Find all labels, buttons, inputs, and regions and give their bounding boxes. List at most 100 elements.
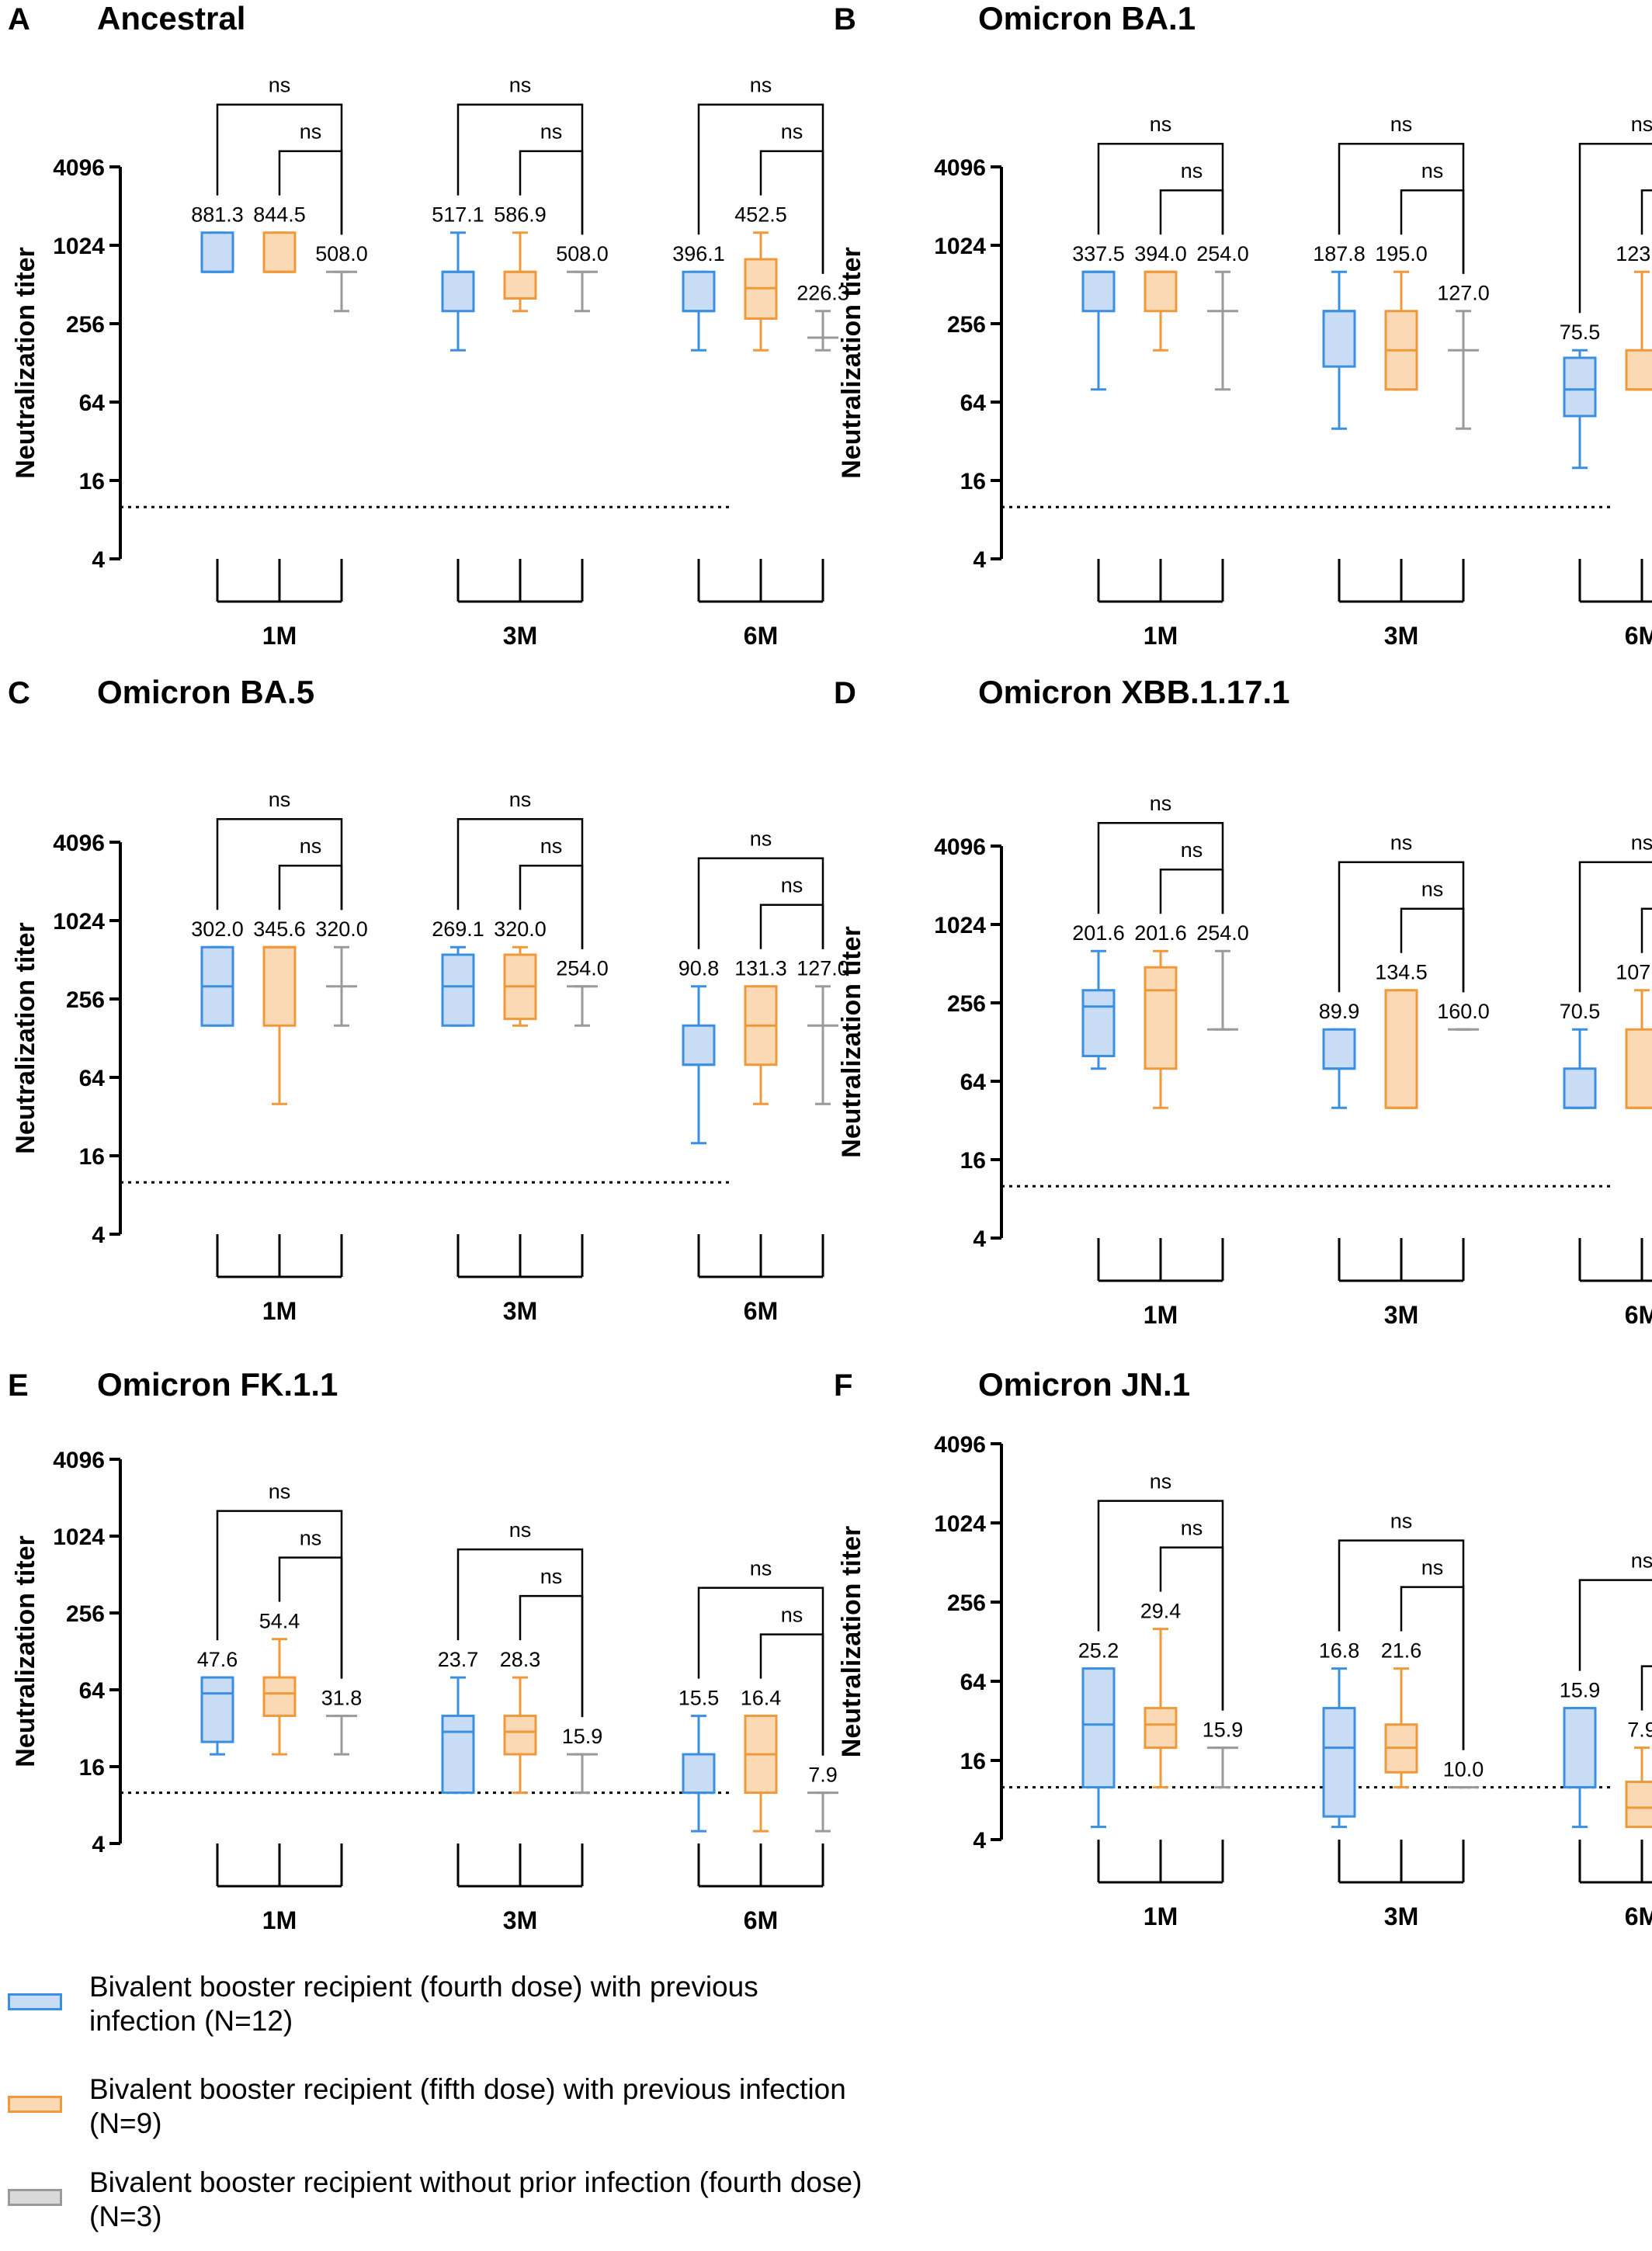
legend-label: Bivalent booster recipient (fourth dose)… <box>89 1971 758 2037</box>
y-tick-label: 16 <box>960 1148 986 1174</box>
box-6m-blue: 90.8 <box>678 957 719 1145</box>
y-tick-label: 16 <box>79 1755 105 1781</box>
box-3m-blue: 517.1 <box>432 203 484 352</box>
bracket-line <box>759 904 824 949</box>
group-label-6m: 6M <box>744 1906 778 1934</box>
legend-swatch-orange <box>8 2096 62 2113</box>
y-axis-label: Neutralization titer <box>11 1535 40 1767</box>
comparison-bracket: ns <box>697 827 824 949</box>
significance-label: ns <box>509 1518 532 1542</box>
box-iqr <box>1081 989 1116 1057</box>
group-label-1m: 1M <box>1144 622 1178 650</box>
y-axis-label: Neutralization titer <box>11 247 40 478</box>
bracket-line <box>216 817 343 910</box>
box-3m-gray: 160.0 <box>1437 1000 1490 1031</box>
comparison-bracket: ns <box>1400 159 1465 274</box>
comparison-bracket: ns <box>1097 792 1224 914</box>
y-tick-label: 4096 <box>934 1432 986 1458</box>
box-3m-blue: 187.8 <box>1313 242 1366 430</box>
gmt-label: 127.0 <box>796 957 849 980</box>
gmt-label: 7.9 <box>808 1764 838 1787</box>
panel-letter: F <box>834 1368 852 1403</box>
box-1m-blue: 47.6 <box>197 1648 238 1756</box>
gmt-label: 16.4 <box>741 1687 782 1710</box>
significance-label: ns <box>269 74 291 97</box>
bracket-line <box>759 150 824 274</box>
box-1m-orange: 29.4 <box>1140 1600 1182 1789</box>
gmt-label: 15.9 <box>1560 1679 1601 1702</box>
box-6m-blue: 15.9 <box>1560 1679 1601 1829</box>
group-label-6m: 6M <box>1625 1301 1652 1329</box>
legend-item-no-prior-infection: Bivalent booster recipient without prior… <box>8 2166 877 2251</box>
comparison-bracket: ns <box>1640 189 1652 235</box>
box-1m-blue: 337.5 <box>1072 242 1125 391</box>
box-6m-orange: 452.5 <box>734 203 787 352</box>
box-iqr <box>1081 1667 1116 1789</box>
comparison-bracket: ns <box>1159 1517 1224 1711</box>
bracket-line <box>697 857 824 949</box>
y-tick-label: 256 <box>66 987 105 1013</box>
panel-title: Ancestral <box>97 0 245 36</box>
box-6m-gray: 127.0 <box>796 957 849 1105</box>
box-1m-blue: 25.2 <box>1078 1639 1119 1829</box>
y-tick-label: 256 <box>66 312 105 338</box>
gmt-label: 29.4 <box>1140 1600 1182 1623</box>
significance-label: ns <box>269 1480 291 1504</box>
gmt-label: 201.6 <box>1134 921 1187 945</box>
comparison-bracket: ns <box>278 1527 343 1679</box>
box-1m-blue: 302.0 <box>191 917 244 1027</box>
comparison-bracket: ns <box>759 874 824 949</box>
bracket-line <box>519 864 584 949</box>
y-tick-label: 1024 <box>53 909 105 935</box>
box-6m-blue: 15.5 <box>678 1687 719 1833</box>
box-1m-gray: 15.9 <box>1203 1719 1243 1789</box>
panel-letter: B <box>834 2 856 36</box>
group-label-3m: 3M <box>503 1297 537 1325</box>
box-6m-orange: 123.4 <box>1616 242 1652 391</box>
group-label-6m: 6M <box>1625 1902 1652 1930</box>
bracket-line <box>1578 861 1652 993</box>
gmt-label: 187.8 <box>1313 242 1366 265</box>
group-label-3m: 3M <box>1384 622 1418 650</box>
significance-label: ns <box>1631 1549 1652 1573</box>
y-axis-label: Neutralization titer <box>837 247 866 478</box>
box-3m-gray: 10.0 <box>1443 1758 1484 1789</box>
panel-c: C Omicron BA.5 4 16 64 256 1024 4096 Neutralizat… <box>8 674 849 1325</box>
box-3m-orange: 195.0 <box>1375 242 1428 391</box>
bracket-line <box>1159 1546 1224 1711</box>
significance-label: ns <box>509 74 532 97</box>
y-tick-label: 256 <box>947 991 986 1017</box>
significance-label: ns <box>1631 831 1652 855</box>
significance-label: ns <box>750 1557 772 1580</box>
y-tick-label: 1024 <box>934 913 986 938</box>
gmt-label: 254.0 <box>1196 242 1249 265</box>
box-1m-orange: 345.6 <box>253 917 306 1105</box>
box-1m-orange: 394.0 <box>1134 242 1187 352</box>
panel-title: Omicron JN.1 <box>978 1366 1190 1403</box>
legend-item-fourth-dose-prior-infection: Bivalent booster recipient (fourth dose)… <box>8 1970 877 2055</box>
significance-label: ns <box>750 827 772 851</box>
significance-label: ns <box>540 834 563 858</box>
significance-label: ns <box>1181 1517 1203 1540</box>
y-tick-label: 16 <box>960 469 986 494</box>
significance-label: ns <box>509 788 532 811</box>
significance-label: ns <box>1631 113 1652 136</box>
y-tick-label: 1024 <box>53 234 105 259</box>
comparison-bracket: ns <box>216 788 343 910</box>
box-iqr <box>262 945 297 1027</box>
comparison-bracket: ns <box>1578 113 1652 314</box>
comparison-bracket: ns <box>1159 838 1224 914</box>
gmt-label: 16.8 <box>1319 1639 1360 1663</box>
y-tick-label: 64 <box>960 1670 987 1695</box>
bracket-line <box>1400 907 1465 993</box>
box-1m-blue: 881.3 <box>191 203 244 273</box>
bracket-line <box>1159 868 1224 914</box>
y-tick-label: 64 <box>960 1070 987 1095</box>
panel-title: Omicron XBB.1.17.1 <box>978 674 1289 710</box>
group-label-6m: 6M <box>1625 622 1652 650</box>
significance-label: ns <box>1150 113 1172 136</box>
gmt-label: 452.5 <box>734 203 787 227</box>
significance-label: ns <box>1181 838 1203 862</box>
gmt-label: 7.9 <box>1627 1719 1652 1742</box>
